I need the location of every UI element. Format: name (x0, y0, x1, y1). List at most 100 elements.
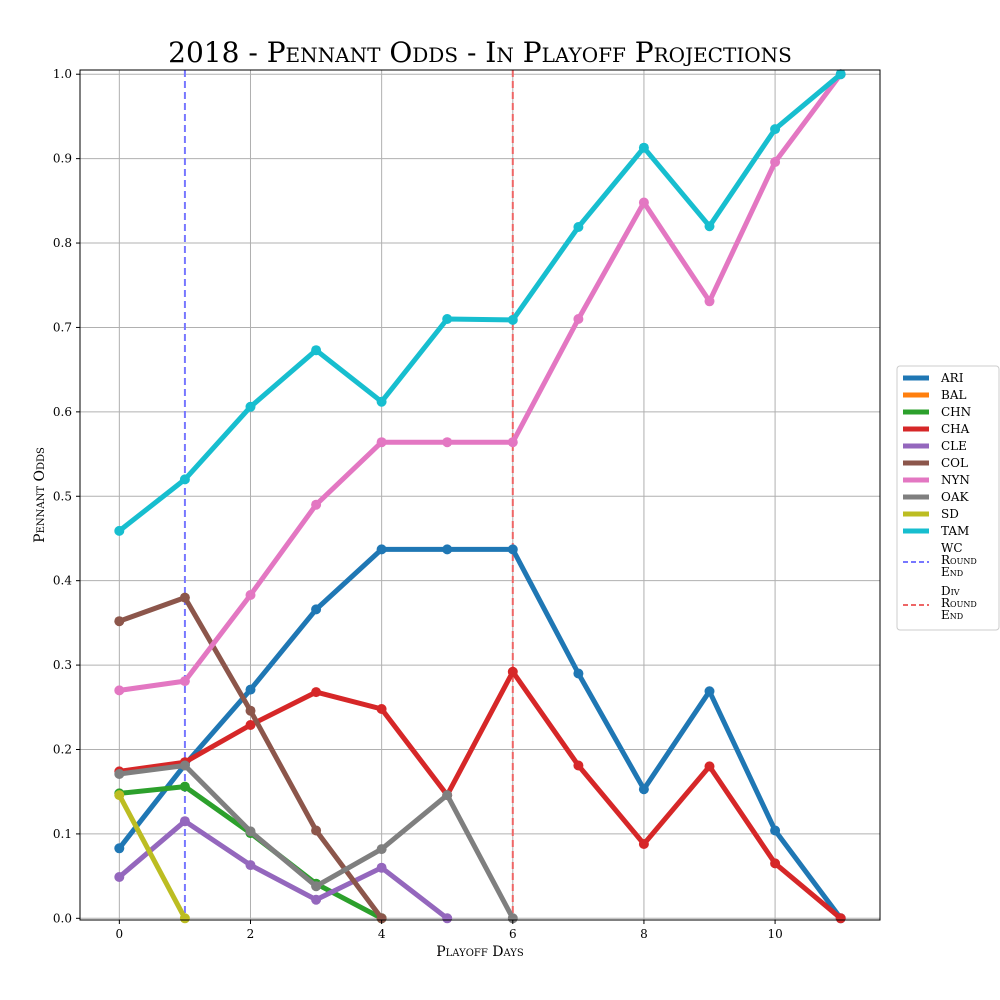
data-point (507, 666, 518, 677)
data-point (245, 826, 256, 837)
data-point (704, 686, 715, 697)
y-tick-label: 0.5 (53, 489, 72, 503)
legend-label: NYN (941, 473, 970, 487)
legend-label: SD (941, 507, 959, 521)
y-tick-label: 0.4 (53, 574, 72, 588)
grid (80, 70, 880, 920)
legend: ARI BAL CHN CHA CLE COL NYN OAK SD TAM WC Round End D… (896, 365, 1000, 631)
y-axis-label: Pennant Odds (32, 447, 48, 543)
legend-label: ARI (940, 371, 964, 385)
x-tick-label: 6 (509, 927, 517, 941)
data-point (245, 720, 256, 730)
series-oak (114, 760, 518, 924)
y-tick-label: 0.1 (53, 827, 72, 841)
y-tick-label: 0.6 (53, 405, 72, 419)
data-point (638, 142, 649, 153)
data-point (442, 544, 453, 555)
data-point (114, 685, 125, 696)
legend-label: WC Round End (941, 541, 977, 579)
data-point (376, 437, 387, 448)
data-point (770, 858, 781, 869)
data-point (573, 668, 584, 679)
data-point (507, 544, 518, 555)
data-point (311, 894, 322, 905)
y-tick-label: 1.0 (53, 67, 72, 81)
data-point (442, 790, 453, 801)
data-point (507, 437, 518, 448)
data-point (376, 844, 387, 855)
legend-label: BAL (941, 388, 966, 402)
legend-label: CHA (941, 422, 970, 436)
x-tick-label: 10 (767, 927, 782, 941)
y-tick-label: 0.9 (53, 152, 72, 166)
x-tick-label: 0 (116, 927, 124, 941)
data-point (638, 784, 649, 795)
series-line-ari (117, 546, 843, 920)
legend-label: Div Round End (941, 584, 977, 622)
data-point (179, 474, 190, 485)
data-point (835, 913, 846, 924)
series-line-nyn (118, 72, 843, 693)
series-line-sd (117, 793, 188, 920)
series-sd (114, 790, 190, 924)
series-col (114, 592, 387, 924)
legend-frame (896, 365, 1000, 631)
series-line-cha (118, 669, 843, 921)
data-point (311, 687, 322, 698)
data-point (770, 825, 781, 836)
data-point (770, 124, 781, 135)
data-point (245, 401, 256, 412)
data-point (114, 525, 125, 536)
data-point (376, 862, 387, 873)
data-point (638, 197, 649, 208)
x-axis-label: Playoff Days (436, 944, 524, 960)
legend-label: TAM (941, 524, 969, 538)
plot-frame (79, 69, 881, 921)
data-point (442, 437, 453, 448)
data-point (573, 314, 584, 324)
data-point (507, 314, 518, 325)
data-point (179, 913, 190, 924)
data-point (114, 843, 125, 854)
data-point (179, 676, 190, 687)
data-point (311, 345, 322, 356)
y-tick-label: 0.8 (53, 236, 72, 250)
data-point (770, 157, 781, 167)
legend-label: CHN (941, 405, 971, 419)
data-point (573, 760, 584, 771)
data-point (311, 499, 322, 510)
data-point (114, 769, 125, 779)
data-point (573, 222, 584, 232)
y-tick-label: 0.0 (53, 911, 72, 925)
data-point (442, 314, 453, 324)
axis-ticks: 0 2 4 6 8 10 0.0 0.1 0.2 0.3 0.4 0.5 0.6 0.7 0.8 0.9 1.0 (53, 67, 783, 941)
x-tick-label: 4 (378, 927, 386, 941)
data-point (442, 913, 453, 924)
data-point (311, 881, 322, 892)
x-tick-label: 2 (247, 927, 255, 941)
data-point (704, 761, 715, 772)
legend-label: CLE (941, 439, 967, 453)
data-point (376, 704, 387, 714)
series-group (114, 69, 846, 924)
data-point (376, 396, 387, 407)
data-point (835, 69, 846, 80)
legend-label: OAK (941, 490, 970, 504)
data-point (114, 790, 125, 801)
data-point (179, 760, 190, 771)
series-cha (114, 666, 846, 924)
data-point (114, 616, 125, 627)
data-point (376, 544, 387, 555)
data-point (311, 825, 322, 836)
x-tick-label: 8 (640, 927, 648, 941)
y-tick-label: 0.7 (53, 320, 72, 334)
data-point (245, 705, 256, 716)
data-point (179, 592, 190, 603)
legend-label: COL (941, 456, 968, 470)
series-tam (114, 69, 846, 536)
series-nyn (114, 69, 846, 696)
data-point (638, 839, 649, 849)
data-point (245, 590, 256, 600)
data-point (179, 781, 190, 792)
